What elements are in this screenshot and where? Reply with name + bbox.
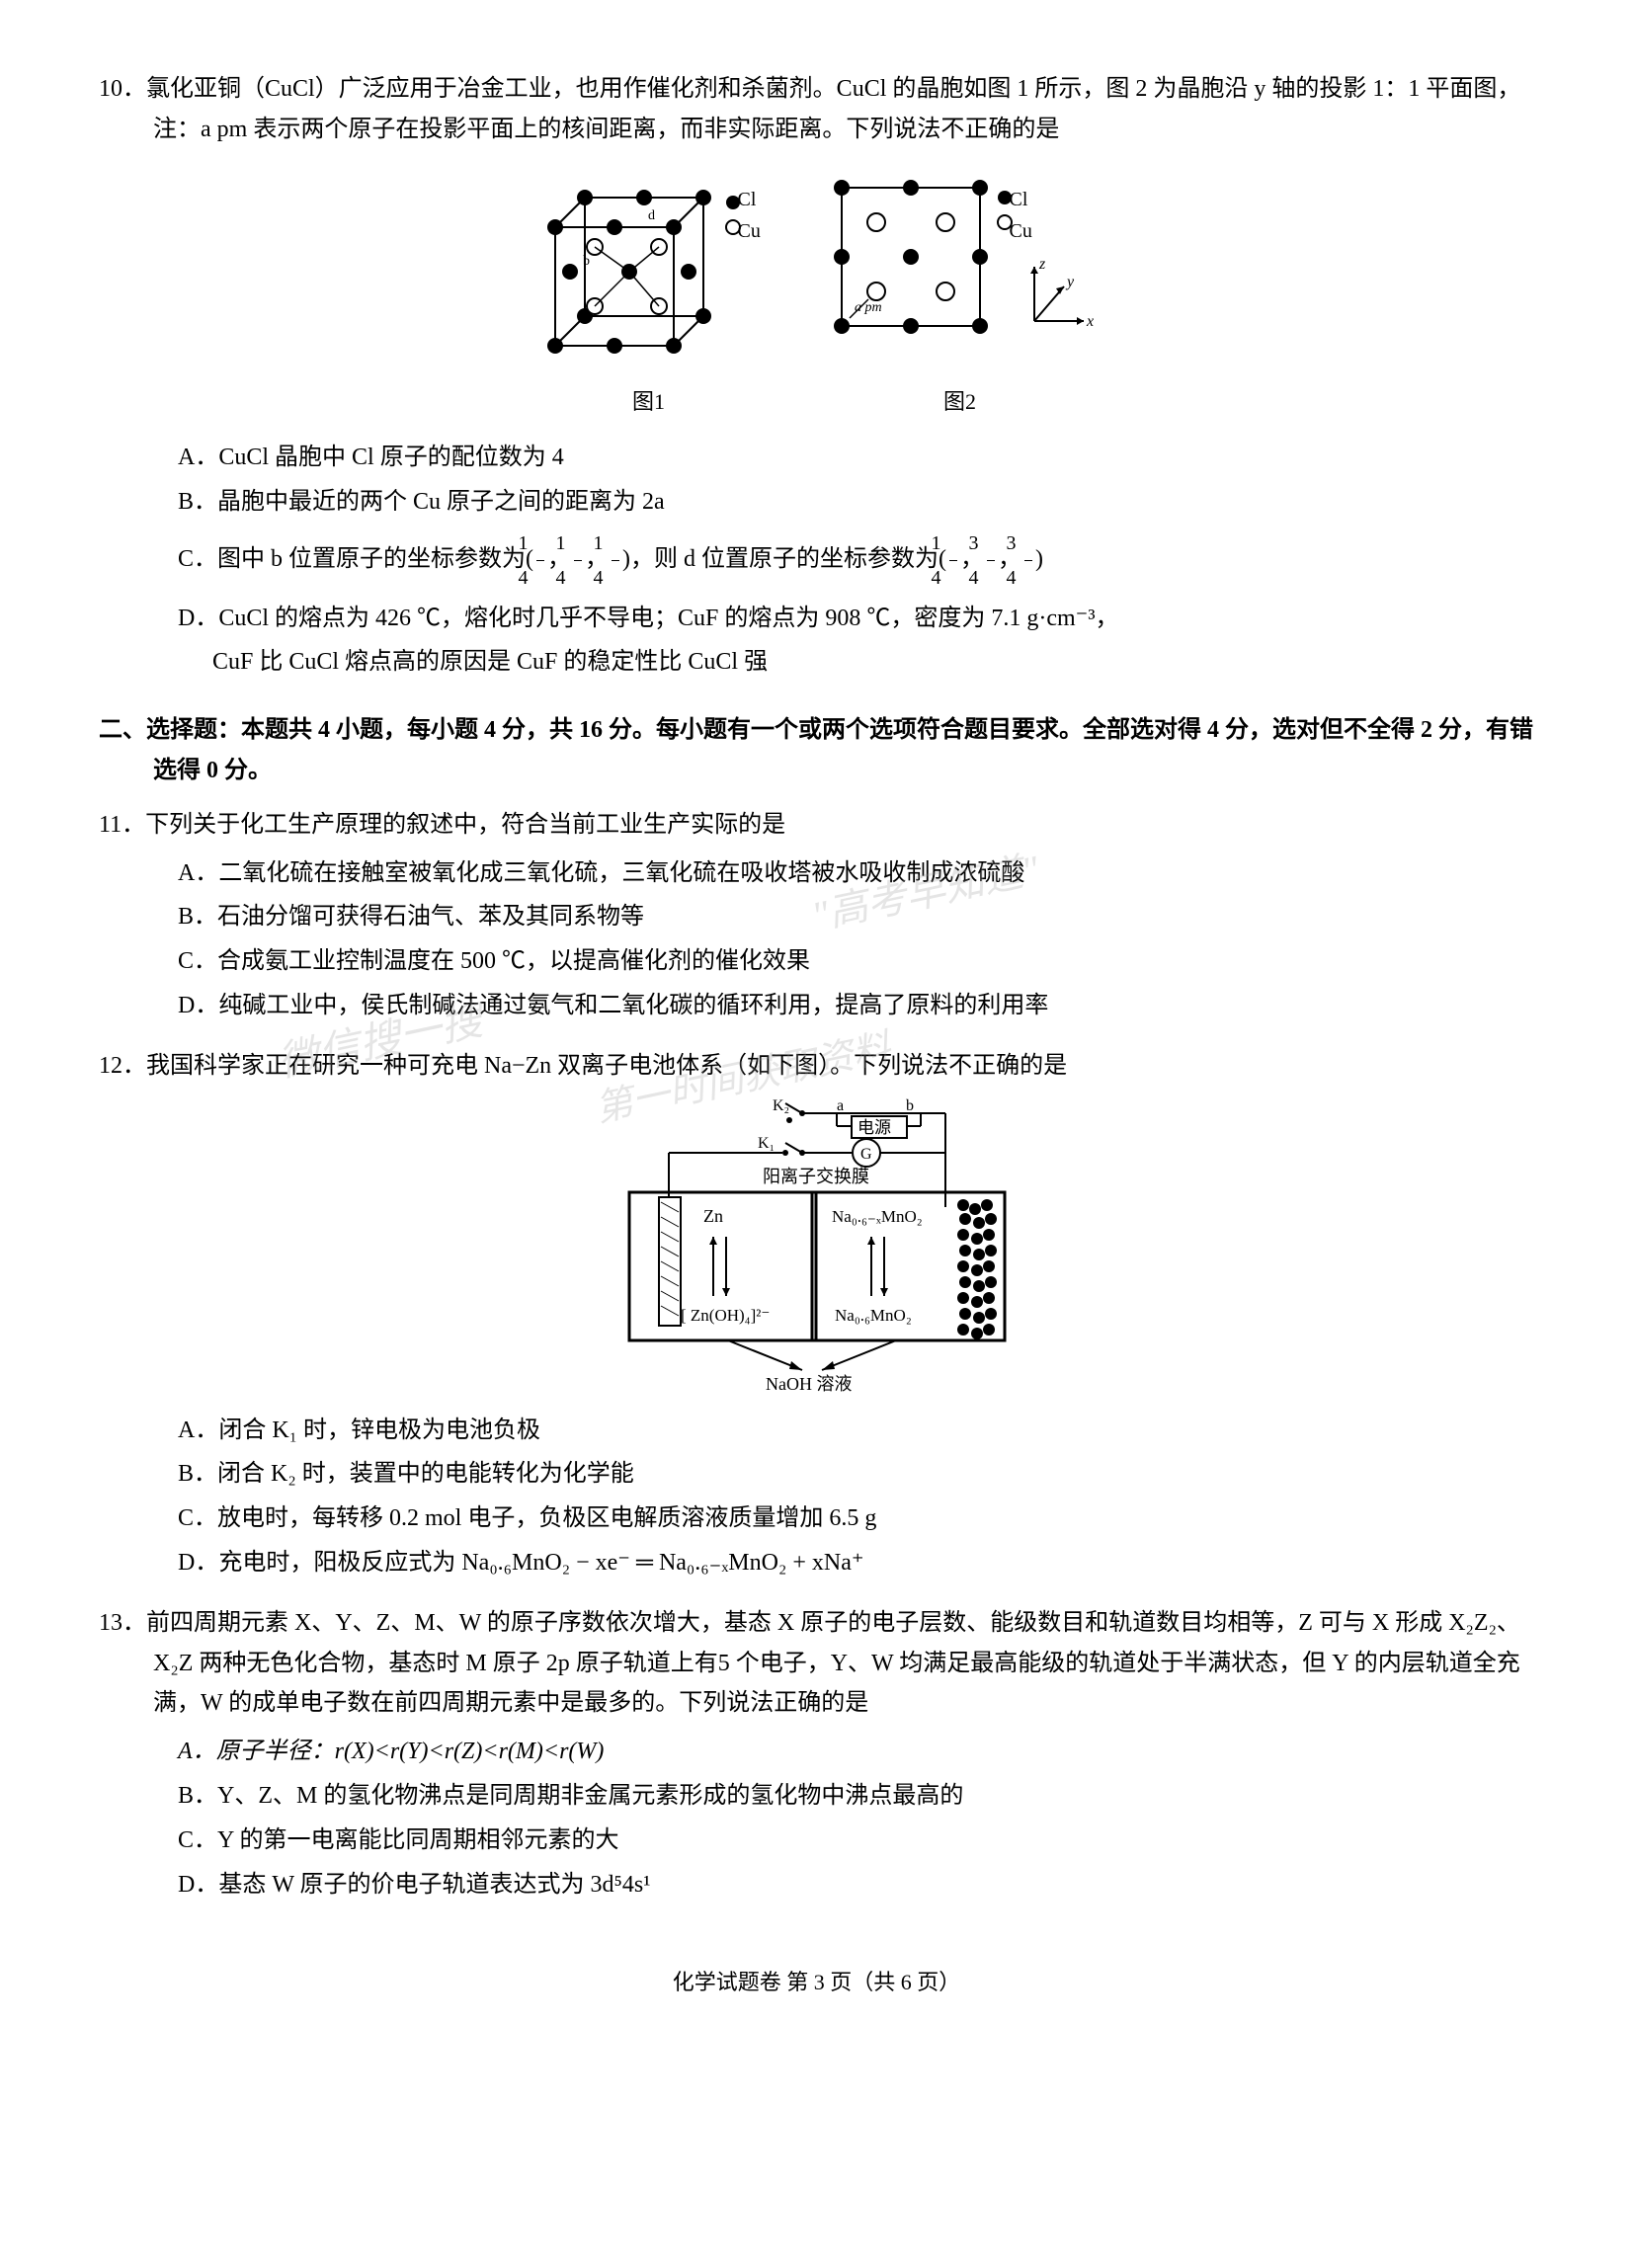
option-d: D．CuCl 的熔点为 426 ℃，熔化时几乎不导电；CuF 的熔点为 908 … <box>178 599 1534 639</box>
option-b: B．晶胞中最近的两个 Cu 原子之间的距离为 2a <box>178 482 1534 523</box>
question-number: 12． <box>99 1053 146 1079</box>
option-d: D．充电时，阳极反应式为 Na₀.₆MnO₂ − xe⁻ ═ Na₀.₆₋ₓMn… <box>178 1543 1534 1583</box>
svg-text:K₁: K₁ <box>758 1135 775 1152</box>
option-b: B．石油分馏可获得石油气、苯及其同系物等 <box>178 897 1534 937</box>
svg-text:[ Zn(OH)₄]²⁻: [ Zn(OH)₄]²⁻ <box>681 1306 770 1325</box>
question-text: 下列关于化工生产原理的叙述中，符合当前工业生产实际的是 <box>145 812 785 838</box>
figure-caption: 图2 <box>822 383 1099 420</box>
svg-text:G: G <box>860 1146 872 1163</box>
svg-text:a: a <box>837 1098 844 1114</box>
option-a: A．原子半径：r(X)<r(Y)<r(Z)<r(M)<r(W) <box>178 1732 1534 1772</box>
option-d: D．基态 W 原子的价电子轨道表达式为 3d⁵4s¹ <box>178 1865 1534 1905</box>
figure-2: a pm x z y Cl Cu 图2 <box>822 168 1099 420</box>
option-c-text-suffix: ) <box>1035 546 1043 572</box>
svg-text:电源: 电源 <box>857 1118 891 1137</box>
legend-cu-2: Cu <box>1010 220 1032 242</box>
legend-cl: Cl <box>738 189 757 210</box>
figure-1: b d Cl Cu 图1 <box>535 168 763 420</box>
option-list: A．闭合 K₁ 时，锌电极为电池负极 B．闭合 K₂ 时，装置中的电能转化为化学… <box>99 1411 1534 1583</box>
question-stem: 13．前四周期元素 X、Y、Z、M、W 的原子序数依次增大，基态 X 原子的电子… <box>99 1603 1534 1724</box>
question-13: 13．前四周期元素 X、Y、Z、M、W 的原子序数依次增大，基态 X 原子的电子… <box>99 1603 1534 1905</box>
question-text: 氯化亚铜（CuCl）广泛应用于冶金工业，也用作催化剂和杀菌剂。CuCl 的晶胞如… <box>146 76 1520 142</box>
question-number: 13． <box>99 1610 146 1636</box>
option-c: C．合成氨工业控制温度在 500 ℃，以提高催化剂的催化效果 <box>178 941 1534 982</box>
question-text: 我国科学家正在研究一种可充电 Na−Zn 双离子电池体系（如下图）。下列说法不正… <box>146 1053 1067 1079</box>
legend-cl-2: Cl <box>1010 189 1028 210</box>
question-number: 11． <box>99 812 145 838</box>
projection-icon: a pm x z y <box>822 168 1099 356</box>
question-stem: 11．下列关于化工生产原理的叙述中，符合当前工业生产实际的是 <box>99 805 1534 846</box>
legend-cu: Cu <box>738 220 761 242</box>
battery-diagram: K₂ a b 电源 K₁ G 阳离子交换膜 <box>99 1098 1534 1395</box>
option-list: A．二氧化硫在接触室被氧化成三氧化硫，三氧化硫在吸收塔被水吸收制成浓硫酸 B．石… <box>99 853 1534 1026</box>
svg-text:d: d <box>648 208 655 223</box>
option-list: A．CuCl 晶胞中 Cl 原子的配位数为 4 B．晶胞中最近的两个 Cu 原子… <box>99 438 1534 683</box>
svg-text:Na₀.₆MnO₂: Na₀.₆MnO₂ <box>835 1306 912 1325</box>
page-footer: 化学试题卷 第 3 页（共 6 页） <box>99 1964 1534 2000</box>
option-a: A．CuCl 晶胞中 Cl 原子的配位数为 4 <box>178 438 1534 478</box>
figure-caption: 图1 <box>535 383 763 420</box>
svg-text:y: y <box>1065 274 1075 290</box>
svg-text:b: b <box>583 254 590 269</box>
svg-text:a pm: a pm <box>855 300 882 315</box>
option-list: A．原子半径：r(X)<r(Y)<r(Z)<r(M)<r(W) B．Y、Z、M … <box>99 1732 1534 1904</box>
question-stem: 10．氯化亚铜（CuCl）广泛应用于冶金工业，也用作催化剂和杀菌剂。CuCl 的… <box>99 69 1534 150</box>
svg-text:x: x <box>1086 313 1094 330</box>
option-d-cont: CuF 比 CuCl 熔点高的原因是 CuF 的稳定性比 CuCl 强 <box>178 642 1534 683</box>
svg-text:K₂: K₂ <box>773 1098 789 1114</box>
svg-text:Zn: Zn <box>703 1206 723 1226</box>
option-c-text: C．图中 b 位置原子的坐标参数为( <box>178 546 533 572</box>
option-a: A．闭合 K₁ 时，锌电极为电池负极 <box>178 1411 1534 1451</box>
option-b: B．闭合 K₂ 时，装置中的电能转化为化学能 <box>178 1454 1534 1495</box>
question-stem: 12．我国科学家正在研究一种可充电 Na−Zn 双离子电池体系（如下图）。下列说… <box>99 1046 1534 1087</box>
question-text: 前四周期元素 X、Y、Z、M、W 的原子序数依次增大，基态 X 原子的电子层数、… <box>146 1610 1520 1717</box>
option-c: C．放电时，每转移 0.2 mol 电子，负极区电解质溶液质量增加 6.5 g <box>178 1498 1534 1539</box>
option-a: A．二氧化硫在接触室被氧化成三氧化硫，三氧化硫在吸收塔被水吸收制成浓硫酸 <box>178 853 1534 894</box>
crystal-cell-icon: b d <box>535 168 763 356</box>
question-12: 12．我国科学家正在研究一种可充电 Na−Zn 双离子电池体系（如下图）。下列说… <box>99 1046 1534 1583</box>
section-heading: 二、选择题：本题共 4 小题，每小题 4 分，共 16 分。每小题有一个或两个选… <box>99 710 1534 791</box>
question-10: 10．氯化亚铜（CuCl）广泛应用于冶金工业，也用作催化剂和杀菌剂。CuCl 的… <box>99 69 1534 683</box>
option-c: C．图中 b 位置原子的坐标参数为(14，14，14)，则 d 位置原子的坐标参… <box>178 526 1534 595</box>
option-c: C．Y 的第一电离能比同周期相邻元素的大 <box>178 1821 1534 1861</box>
figure-row: b d Cl Cu 图1 <box>99 168 1534 420</box>
svg-text:b: b <box>906 1098 914 1114</box>
option-c-text-mid: )，则 d 位置原子的坐标参数为( <box>622 546 946 572</box>
svg-text:NaOH 溶液: NaOH 溶液 <box>766 1374 853 1394</box>
option-d: D．纯碱工业中，侯氏制碱法通过氨气和二氧化碳的循环利用，提高了原料的利用率 <box>178 986 1534 1026</box>
svg-text:Na₀.₆₋ₓMnO₂: Na₀.₆₋ₓMnO₂ <box>832 1207 923 1226</box>
option-b: B．Y、Z、M 的氢化物沸点是同周期非金属元素形成的氢化物中沸点最高的 <box>178 1776 1534 1817</box>
question-11: 11．下列关于化工生产原理的叙述中，符合当前工业生产实际的是 A．二氧化硫在接触… <box>99 805 1534 1026</box>
svg-text:阳离子交换膜: 阳离子交换膜 <box>763 1167 869 1186</box>
question-number: 10． <box>99 76 146 102</box>
svg-text:z: z <box>1038 256 1046 273</box>
